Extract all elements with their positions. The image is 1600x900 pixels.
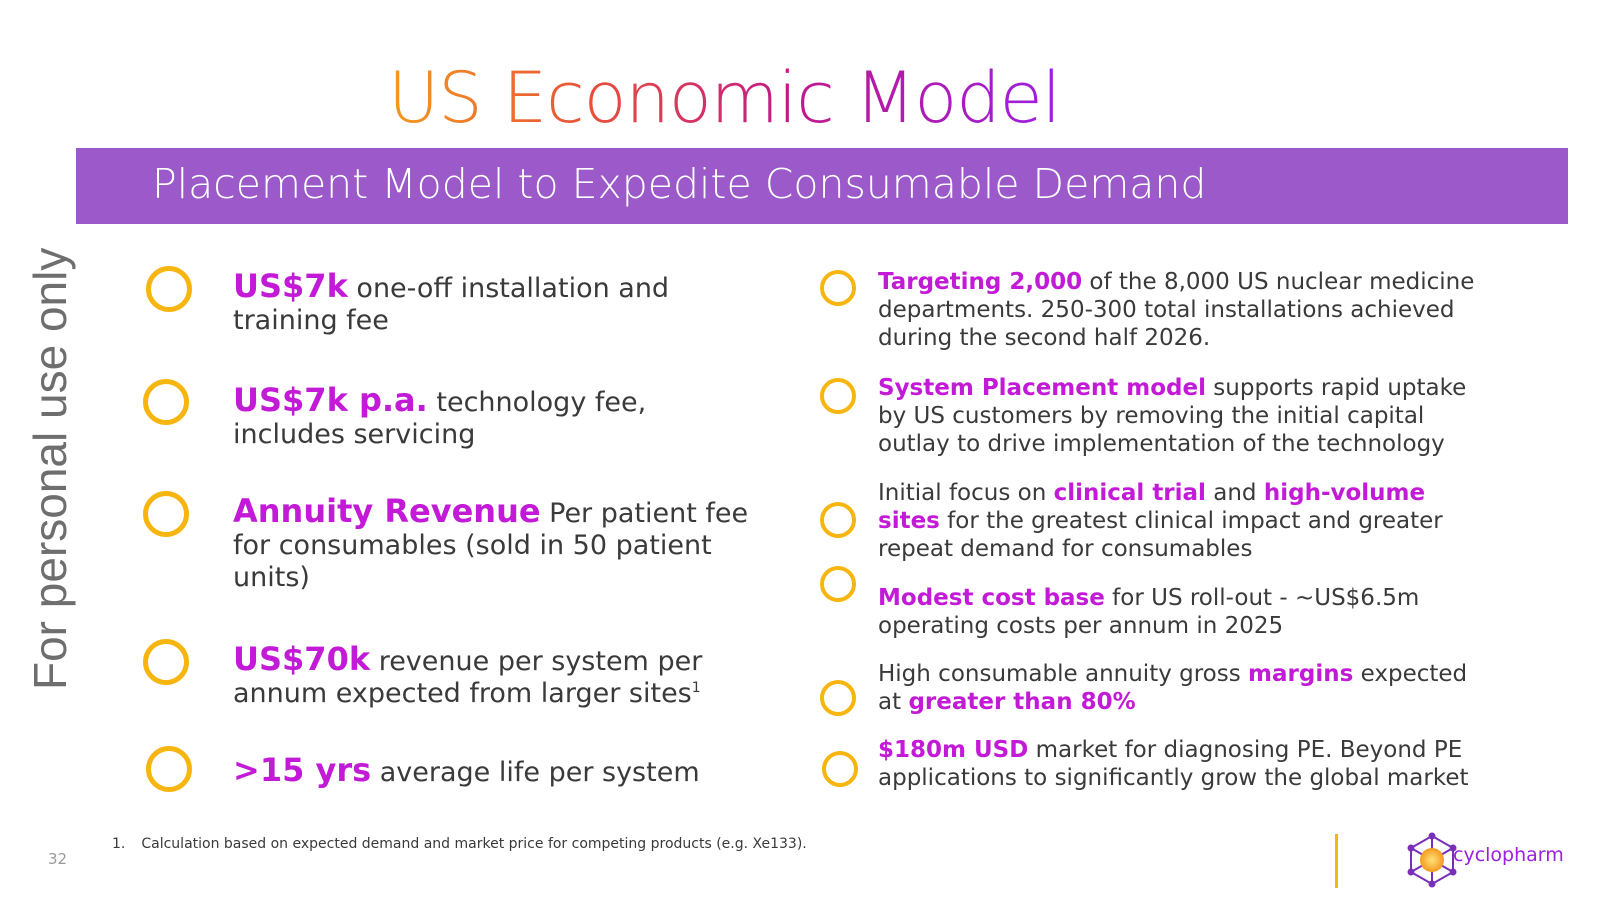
item-highlight: US$7k p.a. — [233, 381, 428, 419]
item-text: of the 8,000 US nuclear medicine departm… — [878, 269, 1475, 351]
footnote: 1. Calculation based on expected demand a… — [112, 836, 807, 852]
item-highlight: Targeting 2,000 — [878, 269, 1083, 295]
item-text: market for diagnosing PE. Beyond PE appl… — [878, 737, 1469, 791]
watermark-text: For personal use only — [24, 247, 76, 690]
item-highlight: margins — [1248, 661, 1354, 687]
item-text: average life per system — [371, 757, 700, 788]
banner-text: Placement Model to Expedite Consumable D… — [152, 160, 1207, 208]
bullet-ring-icon — [820, 378, 856, 414]
item-text: supports rapid uptake by US customers by… — [878, 375, 1467, 457]
left-item: >15 yrs average life per system — [233, 754, 753, 789]
bullet-ring-icon — [820, 680, 856, 716]
right-item: Modest cost base for US roll-out - ~US$6… — [878, 584, 1478, 640]
bullet-ring-icon — [820, 502, 856, 538]
right-item: Initial focus on clinical trial and high… — [878, 479, 1478, 563]
item-highlight: US$70k — [233, 640, 371, 678]
item-text: for the greatest clinical impact and gre… — [878, 508, 1443, 562]
right-item: High consumable annuity gross margins ex… — [878, 660, 1478, 716]
cyclopharm-logo-icon — [1407, 832, 1457, 888]
bullet-ring-icon — [143, 639, 189, 685]
item-text: and — [1205, 480, 1264, 506]
item-text: Per patient fee for consumables (sold in… — [233, 498, 749, 593]
item-text: technology fee, includes servicing — [233, 387, 647, 450]
page-title: US Economic Model — [388, 57, 1061, 139]
item-text: expected at — [878, 661, 1468, 715]
left-item: US$7k p.a. technology fee, includes serv… — [233, 384, 753, 451]
item-text: High consumable annuity gross — [878, 661, 1249, 687]
item-text: revenue per system per annum expected fr… — [233, 646, 703, 709]
right-item: $180m USD market for diagnosing PE. Beyo… — [878, 736, 1478, 792]
item-highlight: high-volume sites — [878, 480, 1426, 534]
left-item: US$70k revenue per system per annum expe… — [233, 643, 753, 710]
item-highlight: Modest cost base — [878, 585, 1105, 611]
item-highlight: Annuity Revenue — [233, 492, 541, 530]
left-item: US$7k one-off installation and training … — [233, 270, 753, 337]
footnote-marker: 1 — [691, 680, 701, 696]
right-item: Targeting 2,000 of the 8,000 US nuclear … — [878, 268, 1478, 352]
footer-divider — [1335, 834, 1338, 888]
bullet-ring-icon — [143, 491, 189, 537]
footnote-text: Calculation based on expected demand and… — [141, 836, 807, 852]
right-item: System Placement model supports rapid up… — [878, 374, 1478, 458]
item-highlight: System Placement model — [878, 375, 1206, 401]
item-highlight: US$7k — [233, 267, 348, 305]
bullet-ring-icon — [146, 746, 192, 792]
page-number: 32 — [48, 850, 68, 868]
bullet-ring-icon — [820, 566, 856, 602]
bullet-ring-icon — [143, 379, 189, 425]
item-highlight: greater than 80% — [908, 689, 1136, 715]
bullet-ring-icon — [146, 266, 192, 312]
item-highlight: clinical trial — [1053, 480, 1206, 506]
logo-text: cyclopharm — [1453, 844, 1564, 866]
item-highlight: $180m USD — [878, 737, 1029, 763]
item-text: Initial focus on — [878, 480, 1054, 506]
footnote-number: 1. — [112, 836, 126, 852]
bullet-ring-icon — [820, 270, 856, 306]
bullet-ring-icon — [822, 751, 858, 787]
item-highlight: >15 yrs — [233, 751, 372, 789]
left-item: Annuity Revenue Per patient fee for cons… — [233, 495, 753, 594]
item-text: one-off installation and training fee — [233, 273, 670, 336]
subtitle-banner: Placement Model to Expedite Consumable D… — [76, 148, 1568, 224]
item-text: for US roll-out - ~US$6.5m operating cos… — [878, 585, 1420, 639]
